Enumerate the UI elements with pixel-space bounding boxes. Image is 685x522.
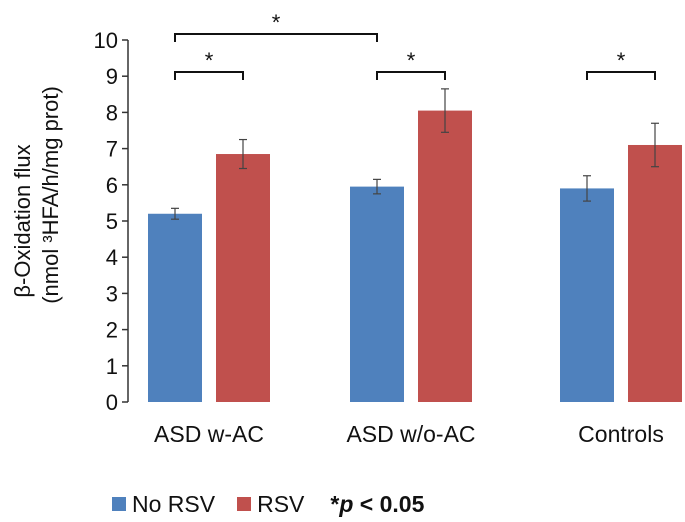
y-tick-label: 3 <box>106 281 118 306</box>
y-tick-label: 4 <box>106 245 118 270</box>
legend-item-no-rsv: No RSV <box>112 491 215 518</box>
legend: No RSV RSV *p < 0.05 <box>112 488 424 520</box>
y-tick-label: 6 <box>106 173 118 198</box>
y-tick-label: 8 <box>106 100 118 125</box>
significance-bracket <box>376 71 446 80</box>
y-axis-units: (nmol ³HFA/h/mg prot) <box>38 86 63 304</box>
y-tick-label: 10 <box>94 28 118 53</box>
legend-swatch-no-rsv <box>112 497 126 511</box>
significance-p: p <box>339 490 354 517</box>
y-tick-label: 5 <box>106 209 118 234</box>
x-category-label: ASD w/o-AC <box>346 421 475 447</box>
x-category-label: Controls <box>578 421 664 447</box>
y-tick-label: 9 <box>106 64 118 89</box>
significance-bracket <box>174 71 244 80</box>
significance-star-label: * <box>617 48 626 73</box>
legend-item-rsv: RSV <box>237 491 304 518</box>
bar-rsv <box>216 154 270 402</box>
bar-no-rsv <box>148 213 202 402</box>
y-axis-title: β-Oxidation flux <box>10 144 35 297</box>
legend-label-rsv: RSV <box>257 490 305 517</box>
significance-star-label: * <box>205 48 214 73</box>
legend-label-no-rsv: No RSV <box>132 490 216 517</box>
significance-bracket <box>586 71 656 80</box>
y-tick-label: 1 <box>106 354 118 379</box>
bar-no-rsv <box>560 188 614 402</box>
significance-note: *p < 0.05 <box>330 491 424 518</box>
bar-rsv <box>628 144 682 403</box>
bar-chart: 0 1 2 3 4 5 6 7 8 9 10 β-Oxidation flux (nmol ³HFA/h… <box>10 10 682 447</box>
bar-rsv <box>418 110 472 402</box>
legend-swatch-rsv <box>237 497 252 511</box>
bar-no-rsv <box>350 186 404 402</box>
y-tick-label: 0 <box>106 390 118 415</box>
significance-star: * <box>330 490 340 517</box>
significance-threshold: < 0.05 <box>353 490 425 517</box>
significance-star-label: * <box>272 10 281 35</box>
significance-star-label: * <box>407 48 416 73</box>
y-tick-label: 2 <box>106 318 118 343</box>
significance-bracket <box>174 33 378 42</box>
x-category-label: ASD w-AC <box>154 421 264 447</box>
y-tick-label: 7 <box>106 137 118 162</box>
